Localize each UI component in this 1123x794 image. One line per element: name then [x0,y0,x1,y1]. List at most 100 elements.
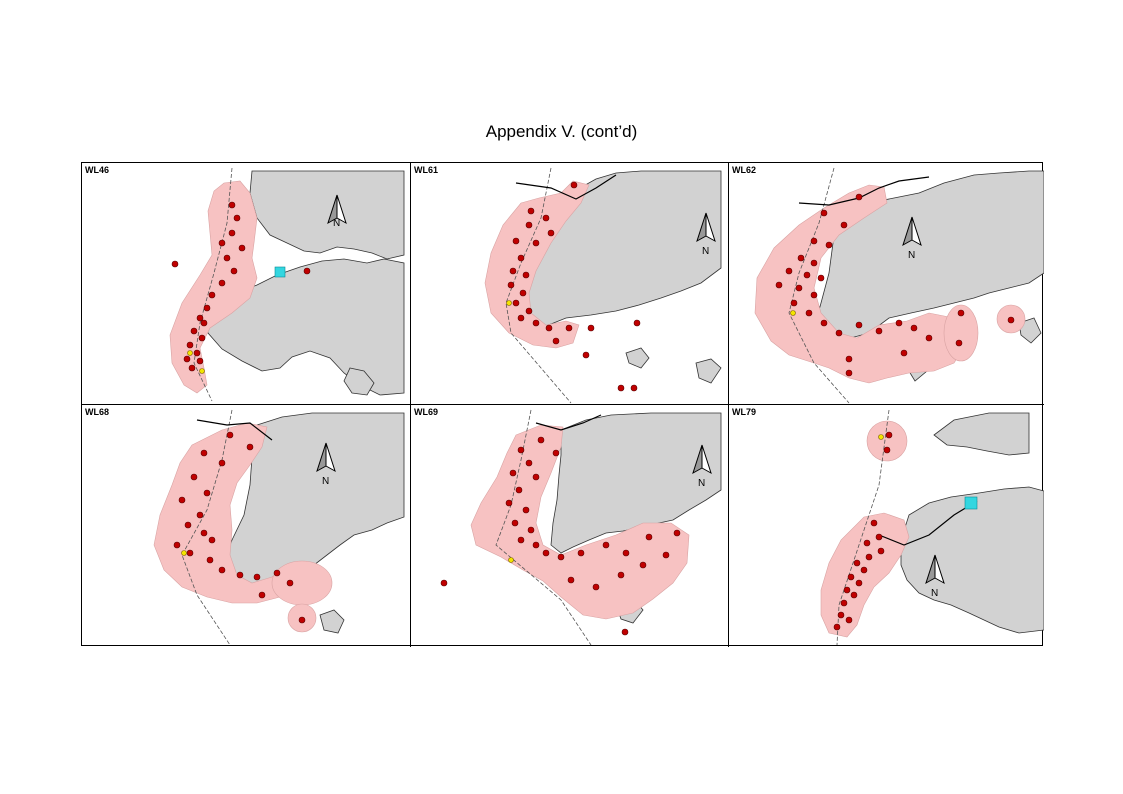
land-mass [343,367,375,396]
location-point [775,281,783,289]
location-point [171,260,179,268]
north-arrow-label: N [908,250,916,261]
north-arrow-icon [327,194,347,225]
yellow-location-point [878,434,884,440]
cyan-feature [274,266,286,278]
map-panel-wl68: WL68 [82,405,411,647]
location-point [810,259,818,267]
location-point [286,579,294,587]
location-point [196,511,204,519]
north-arrow-icon [696,212,716,243]
location-point [870,519,878,527]
location-point [246,443,254,451]
location-point [303,267,311,275]
location-point [833,623,841,631]
north-arrow-label: N [698,478,706,489]
location-point [622,549,630,557]
north-arrow-label: N [931,588,939,599]
location-point [957,309,965,317]
location-point [630,384,638,392]
location-point [200,319,208,327]
map-panel-wl46: WL46 [82,163,411,405]
location-point [865,553,873,561]
location-point [532,541,540,549]
boundary-line [788,167,850,404]
location-point [570,181,578,189]
location-point [860,566,868,574]
location-point [910,324,918,332]
location-point [617,571,625,579]
location-point [512,299,520,307]
location-point [525,307,533,315]
location-point [797,254,805,262]
location-point [955,339,963,347]
location-point [208,536,216,544]
location-point [228,201,236,209]
location-point [847,573,855,581]
location-point [843,586,851,594]
location-point [273,569,281,577]
land-mass [933,412,1030,456]
cyan-feature [964,496,978,510]
location-point [509,469,517,477]
road-line [878,500,978,546]
home-range-area [470,424,690,620]
location-point [196,314,204,322]
map-panel-wl61: WL61 [411,163,729,405]
map-wl68 [153,409,405,646]
location-point [206,556,214,564]
location-point [877,547,885,555]
location-point [875,533,883,541]
page-title: Appendix V. (cont’d) [485,122,638,141]
location-point [525,221,533,229]
location-point [662,551,670,559]
location-point [587,324,595,332]
location-point [900,349,908,357]
boundary-line [836,409,890,646]
location-point [545,324,553,332]
north-arrow-label: N [322,476,330,487]
north-arrow-icon [902,216,922,247]
location-point [542,214,550,222]
location-point [673,529,681,537]
home-range-area [943,304,979,362]
panel-label: WL69 [414,407,439,417]
location-point [183,355,191,363]
location-point [825,241,833,249]
location-point [253,573,261,581]
map-wl62 [754,167,1044,404]
location-point [805,309,813,317]
road-line [798,176,930,206]
home-range-area [271,560,333,606]
location-point [617,384,625,392]
location-point [184,521,192,529]
location-point [795,284,803,292]
location-point [505,499,513,507]
location-point [855,579,863,587]
location-point [517,446,525,454]
panel-label: WL46 [85,165,110,175]
location-point [527,526,535,534]
location-point [810,291,818,299]
location-point [188,364,196,372]
location-point [840,221,848,229]
location-point [200,529,208,537]
location-point [230,267,238,275]
location-point [845,369,853,377]
boundary-line [181,409,233,646]
location-point [592,583,600,591]
panel-label: WL68 [85,407,110,417]
location-point [507,281,515,289]
location-point [208,291,216,299]
land-mass [201,258,405,396]
location-point [621,628,629,636]
land-mass [695,358,722,384]
north-arrow-icon [316,442,336,473]
yellow-location-point [508,557,514,563]
map-panel-wl62: WL62 [729,163,1044,405]
land-mass [249,170,405,260]
home-range-area [169,180,258,394]
location-point [532,473,540,481]
land-mass [900,486,1044,634]
location-point [525,459,533,467]
